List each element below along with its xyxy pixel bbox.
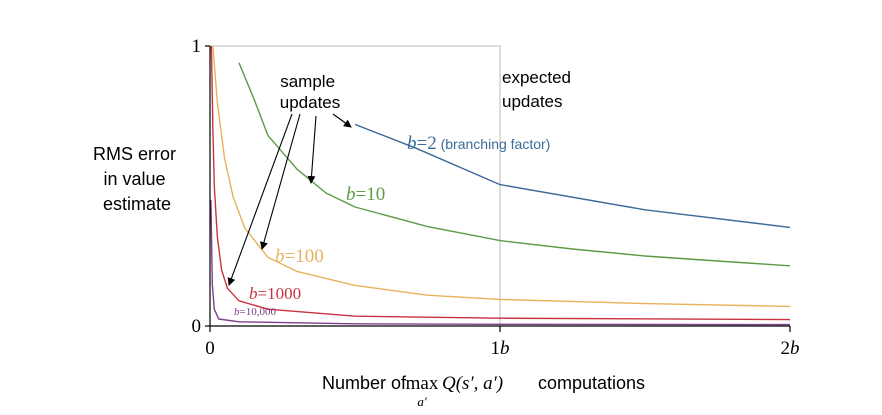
series-lines <box>210 45 791 326</box>
annotation-arrows <box>227 113 352 286</box>
y-axis-label-line-1: RMS error <box>93 144 176 164</box>
series-line-b2 <box>354 123 791 229</box>
sample-updates-annotation: sample updates <box>280 72 341 112</box>
x-axis-label-max: max <box>406 373 439 394</box>
y-tick-label: 1 <box>192 36 202 57</box>
series-label-b100: b=100 <box>275 246 324 267</box>
x-tick-label: 2b <box>781 338 800 359</box>
arrow-to-b1000 <box>227 113 293 286</box>
x-axis-label-subscript: a′ <box>417 394 427 409</box>
x-axis-label-suffix: computations <box>538 373 645 393</box>
x-axis-label-expression: Q(s′, a′) <box>442 373 503 394</box>
x-ticks: 0 1b 2b <box>205 326 800 359</box>
series-line-b10 <box>238 62 791 267</box>
series-label-b10000: b=10,000 <box>234 306 276 318</box>
arrow-to-b2 <box>332 113 352 128</box>
x-axis-label: Number of max a′ Q(s′, a′) computations <box>322 373 645 409</box>
y-ticks: 01 <box>192 36 210 337</box>
arrow-to-b100 <box>260 113 301 250</box>
y-axis-label-line-3: estimate <box>103 194 171 214</box>
series-line-b100 <box>212 45 791 308</box>
series-label-b10: b=10 <box>346 184 385 205</box>
y-tick-label: 0 <box>192 316 202 337</box>
arrow-to-b10 <box>307 115 317 184</box>
x-axis-label-prefix: Number of <box>322 373 407 393</box>
series-line-b1000 <box>210 45 791 321</box>
y-axis-label: RMS error in value estimate <box>93 144 181 214</box>
x-tick-label: 0 <box>205 338 215 359</box>
series-label-b1000: b=1000 <box>249 284 301 303</box>
expected-updates-annotation: expected updates <box>502 68 576 111</box>
y-axis-label-line-2: in value <box>103 169 165 189</box>
series-label-b2: b=2 (branching factor) <box>407 133 550 154</box>
series-line-b10000 <box>210 199 791 326</box>
x-tick-label: 1b <box>491 338 510 359</box>
